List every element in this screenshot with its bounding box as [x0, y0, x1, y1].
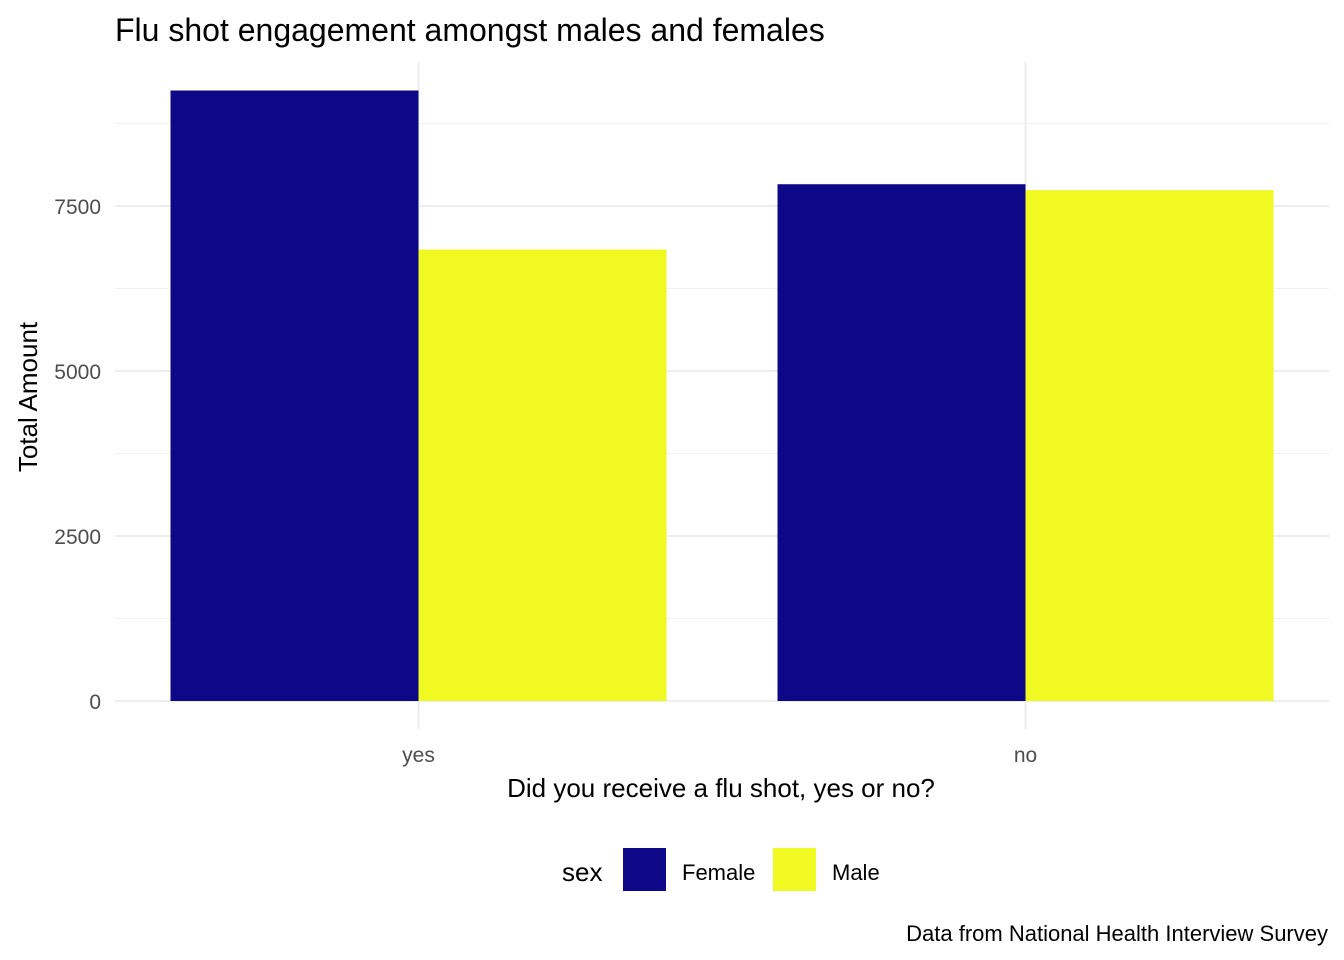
x-tick-label: yes [402, 744, 435, 767]
bar-yes-female [170, 90, 419, 701]
x-axis-title: Did you receive a flu shot, yes or no? [507, 773, 935, 803]
y-tick-label: 7500 [54, 196, 101, 219]
bar-no-male [1025, 190, 1274, 701]
chart-title: Flu shot engagement amongst males and fe… [115, 12, 825, 48]
bars [170, 90, 1274, 702]
x-tick-label: no [1014, 744, 1037, 767]
y-tick-label: 2500 [54, 526, 101, 549]
legend-key-male [773, 848, 816, 891]
bar-yes-male [418, 249, 667, 701]
chart-caption: Data from National Health Interview Surv… [906, 921, 1328, 946]
y-tick-label: 5000 [54, 361, 101, 384]
y-axis-title: Total Amount [13, 321, 43, 472]
y-axis-ticks: 0 2500 5000 7500 [54, 196, 101, 714]
x-axis-ticks: yes no [402, 744, 1037, 767]
bar-no-female [777, 184, 1026, 702]
legend-label-male: Male [832, 860, 880, 885]
legend-key-female [623, 848, 666, 891]
legend-title: sex [562, 857, 602, 887]
y-tick-label: 0 [89, 691, 101, 714]
legend: sex Female Male [562, 848, 880, 891]
legend-label-female: Female [682, 860, 755, 885]
